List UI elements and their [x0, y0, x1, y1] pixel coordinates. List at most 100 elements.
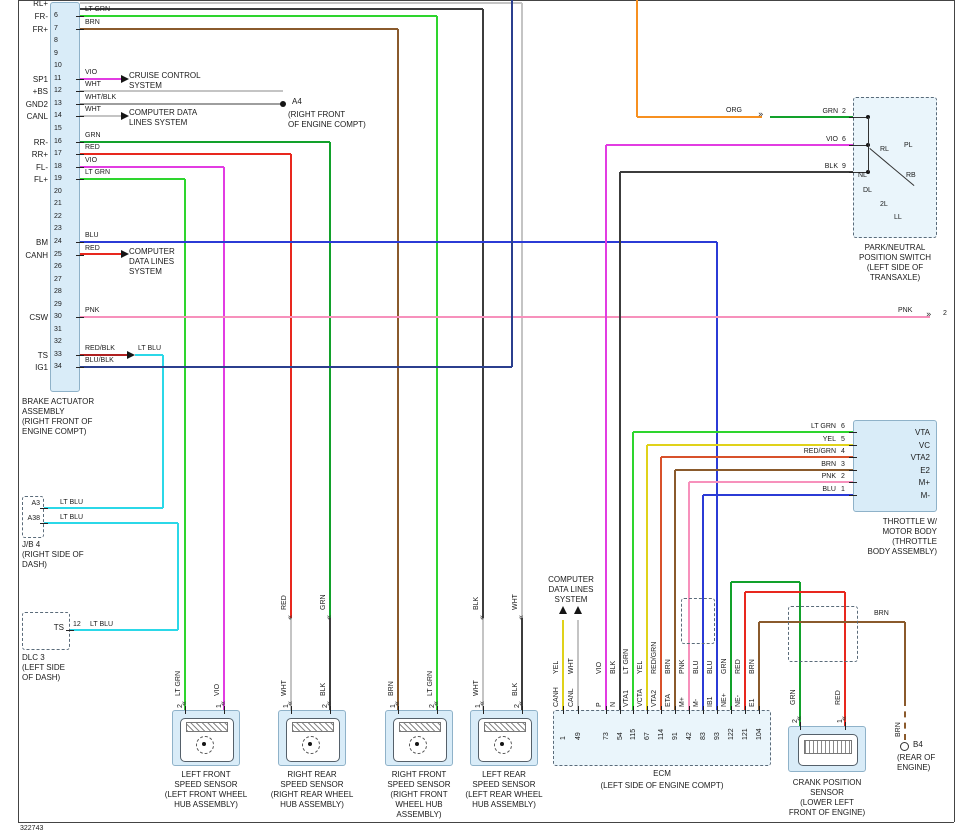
sensor-wire-color-label: BRN [388, 681, 395, 696]
wire-lt-blu-20 [135, 354, 163, 356]
ecm-pin-name: VTA2 [651, 690, 658, 707]
brake-pin-number: 31 [54, 326, 62, 333]
throttle-pin-name: E2 [920, 466, 930, 475]
jb4-label: (RIGHT SIDE OF [22, 550, 84, 559]
speed-sensor-label: SPEED SENSOR [280, 780, 344, 789]
throttle-label: MOTOR BODY [882, 527, 937, 536]
throttle-label: THROTTLE W/ [882, 517, 937, 526]
wire-lt-grn-4 [436, 16, 438, 710]
brake-wire-color-label: GRN [85, 132, 101, 139]
terminal-tick [76, 254, 84, 256]
ecm-pin-number: 73 [603, 732, 610, 740]
wire-blk-11 [329, 618, 331, 710]
throttle-pin-number: 3 [841, 461, 845, 468]
throttle-pin-name: VTA [915, 428, 930, 437]
brake-wire-color-label: WHT/BLK [85, 94, 117, 101]
brake-pin-signal: RR- [33, 138, 48, 147]
terminal-tick [76, 178, 84, 180]
b4-wire-color-label: BRN [895, 722, 902, 737]
terminal-tick [849, 494, 857, 496]
throttle-wire-color-label: BRN [821, 461, 836, 468]
wire-brn-37 [904, 622, 906, 700]
brake-pin-signal: BM [36, 238, 48, 247]
system-arrow [121, 75, 129, 83]
sensor-wire-color-label: LT GRN [175, 670, 182, 696]
terminal-tick [40, 522, 48, 524]
wire-red-17 [80, 253, 121, 255]
ecm-pin-number: 122 [728, 728, 735, 740]
terminal-tick [849, 431, 857, 433]
speed-sensor-label: RIGHT FRONT [391, 770, 447, 779]
ecm-pin-name: CANH [553, 687, 560, 707]
brake-pin-number: 6 [54, 12, 58, 19]
ecm-pin-number: 114 [658, 728, 665, 740]
speed-sensor-label: (LEFT REAR WHEEL [465, 790, 543, 799]
ecm-pin-name: P [596, 702, 603, 707]
ecm-pin-number: 104 [756, 728, 763, 740]
brake-pin-number: 30 [54, 313, 62, 320]
sensor-pin-number: 1 [216, 704, 223, 708]
wire-wht-0 [80, 2, 522, 4]
pn-switch-label: TRANSAXLE) [869, 273, 921, 282]
wire-red-grn-31 [661, 456, 853, 458]
wire-grn-24 [770, 116, 853, 118]
terminal-tick [716, 706, 718, 714]
crank-sensor-label: (LOWER LEFT [800, 798, 854, 807]
brake-wire-color-label: WHT [85, 106, 101, 113]
brake-pin-number: 29 [54, 301, 62, 308]
sensor-upper-wire-color-label: BLK [473, 596, 480, 610]
inline-connector-chevron: » [515, 614, 526, 621]
throttle-pin-number: 5 [841, 436, 845, 443]
wire-blk-1 [521, 618, 523, 710]
wire-red-12 [290, 154, 292, 618]
brake-pin-number: 17 [54, 150, 62, 157]
b4-location-label: (REAR OF [897, 753, 936, 762]
pn-wire-color-label: GRN [822, 108, 838, 115]
sensor-upper-wire-color-label: RED [281, 595, 288, 610]
brake-actuator-label: (RIGHT FRONT OF [22, 417, 93, 426]
jb4-wire-color: LT BLU [60, 514, 84, 521]
throttle-label: (THROTTLE [892, 537, 937, 546]
ecm-pin-number: 49 [575, 732, 582, 740]
terminal-tick [329, 706, 331, 714]
frame-right [953, 0, 955, 822]
pn-switch-label: POSITION SWITCH [859, 253, 931, 262]
lt-blu-splice-arrow [127, 351, 135, 359]
frame-left [17, 0, 19, 822]
throttle-pin-name: M- [920, 491, 930, 500]
b4-location-label: ENGINE) [897, 763, 931, 772]
wire-grn-10 [80, 141, 330, 143]
wire-lt-blu-22 [177, 523, 179, 630]
wire-blu-16 [716, 242, 718, 710]
wire-blk-2 [482, 9, 484, 618]
wire-lt-grn-29 [632, 432, 634, 710]
wire-red-blk-19 [80, 354, 127, 356]
brake-pin-signal: IG1 [35, 363, 48, 372]
b4-terminal-label: B4 [913, 740, 923, 749]
dlc3-pin-number: 12 [73, 621, 81, 628]
brake-wire-color-label: RED [85, 245, 100, 252]
brake-wire-color-label: PNK [85, 307, 100, 314]
speed-sensor-ring-center [202, 742, 206, 746]
speed-sensor-coil-icon [186, 722, 228, 732]
terminal-tick [76, 241, 84, 243]
terminal-tick [646, 706, 648, 714]
brake-pin-number: 33 [54, 351, 62, 358]
wire-vio-25 [606, 144, 853, 146]
ecm-wire-color-label: RED [735, 659, 742, 674]
wire-vio-14 [80, 166, 224, 168]
jb4-label: J/B 4 [22, 540, 41, 549]
crank-sensor-coil-icon [804, 740, 852, 754]
terminal-tick [849, 469, 857, 471]
brake-pin-number: 11 [54, 75, 62, 82]
throttle-pin-number: 6 [841, 423, 845, 430]
terminal-tick [674, 706, 676, 714]
dlc3-signal-ts: TS [53, 623, 64, 632]
brake-actuator-connector [50, 2, 80, 392]
cruise-control-system-label: SYSTEM [129, 81, 162, 90]
a4-location-label: OF ENGINE COMPT) [288, 120, 366, 129]
ecm-wire-color-label: BLK [610, 660, 617, 674]
sensor-wire-color-label: WHT [473, 680, 480, 696]
brake-pin-signal-rl-plus: RL+ [33, 0, 48, 8]
terminal-tick [799, 722, 801, 730]
